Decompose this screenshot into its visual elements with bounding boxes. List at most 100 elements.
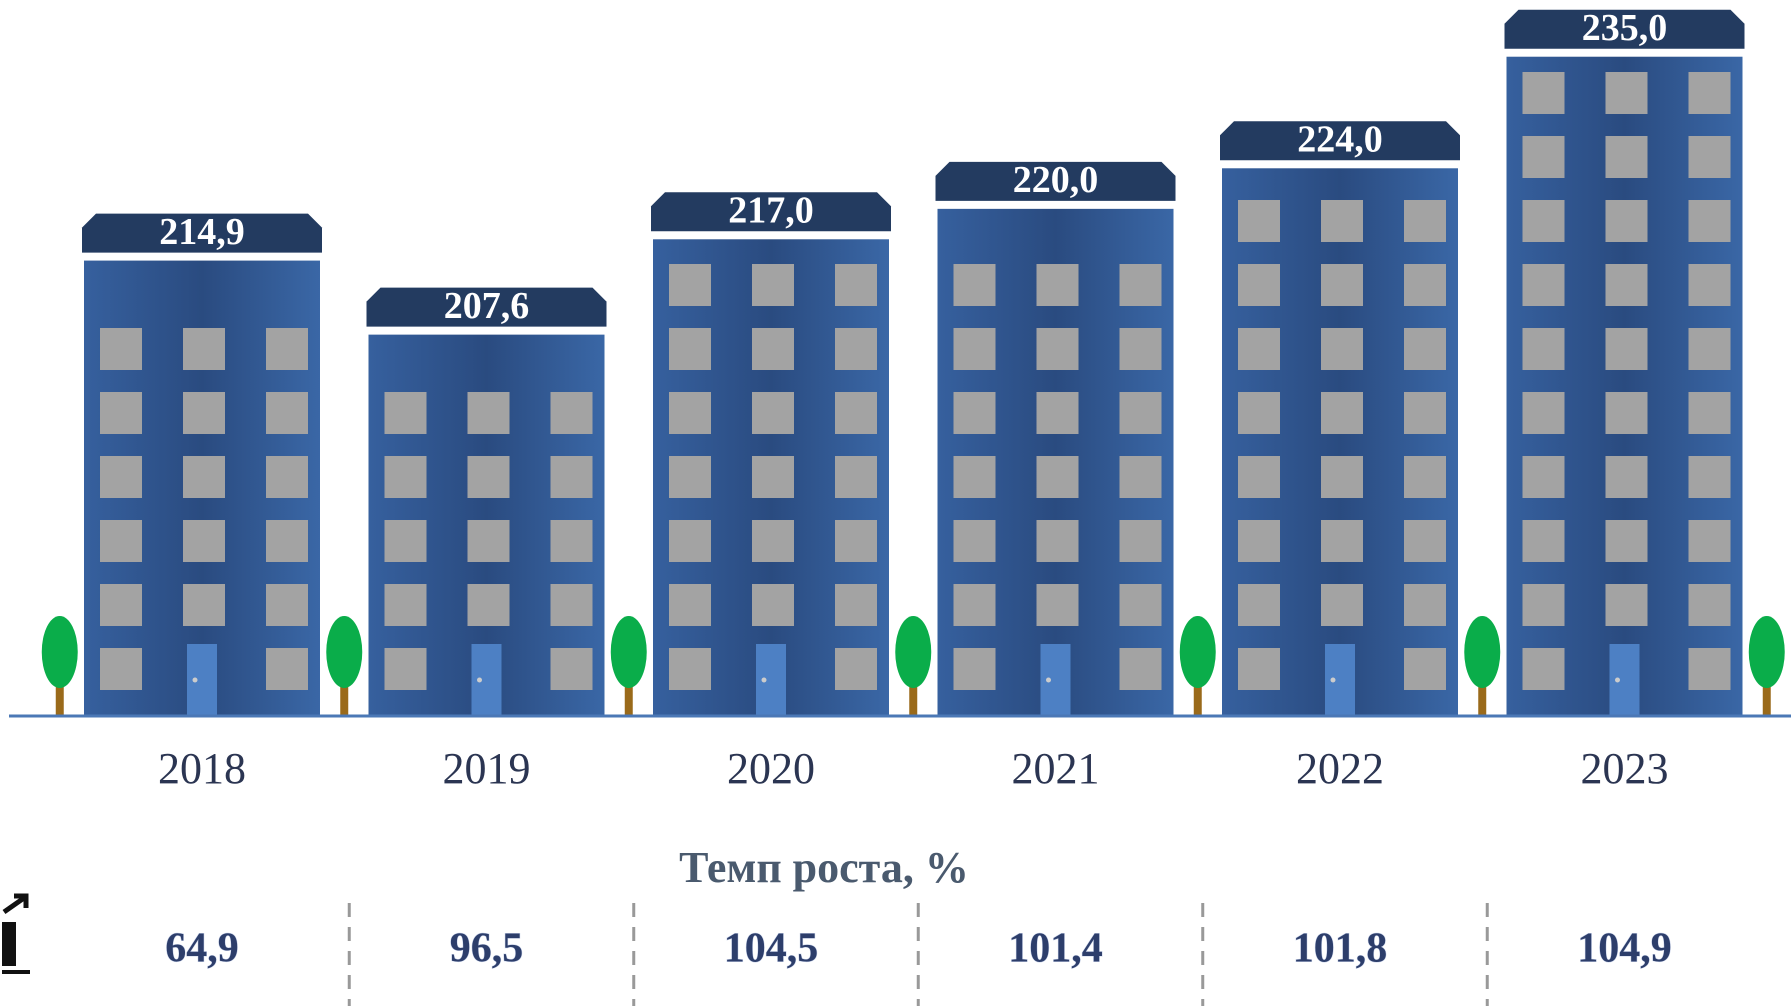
growth-value: 104,5 — [724, 926, 819, 972]
window — [1404, 200, 1446, 242]
window — [266, 584, 308, 626]
window — [1119, 648, 1162, 690]
window — [1522, 584, 1565, 626]
window — [752, 392, 794, 434]
window — [953, 392, 996, 434]
value-label: 224,0 — [1297, 119, 1383, 161]
window — [1404, 456, 1446, 498]
window — [100, 648, 142, 690]
door-knob — [761, 677, 767, 683]
window — [550, 584, 593, 626]
value-label: 214,9 — [159, 211, 245, 253]
window — [752, 264, 794, 306]
window — [266, 520, 308, 562]
window — [183, 392, 225, 434]
window — [1321, 584, 1363, 626]
window — [1522, 200, 1565, 242]
window — [1522, 392, 1565, 434]
window — [266, 392, 308, 434]
window — [1036, 328, 1079, 370]
window — [1036, 584, 1079, 626]
tree-crown — [1748, 616, 1785, 688]
window — [953, 264, 996, 306]
door — [471, 644, 502, 716]
window — [1321, 328, 1363, 370]
window — [1119, 520, 1162, 562]
tree-crown — [326, 616, 363, 688]
window — [1605, 328, 1648, 370]
door-knob — [477, 677, 482, 683]
value-label: 235,0 — [1582, 7, 1668, 49]
window — [1522, 328, 1565, 370]
window — [953, 456, 996, 498]
window — [183, 456, 225, 498]
roof — [651, 192, 891, 232]
window — [1238, 200, 1280, 242]
window — [1321, 520, 1363, 562]
window — [550, 520, 593, 562]
tree-crown — [610, 616, 647, 688]
window — [752, 456, 794, 498]
window — [1321, 200, 1363, 242]
window — [1605, 392, 1648, 434]
window — [384, 648, 427, 690]
window — [1605, 200, 1648, 242]
window — [1605, 520, 1648, 562]
window — [1688, 136, 1731, 178]
window — [1522, 72, 1565, 114]
tree-trunk — [1193, 680, 1202, 716]
window — [1238, 456, 1280, 498]
window — [550, 392, 593, 434]
tree-crown — [895, 616, 932, 688]
window — [266, 648, 308, 690]
value-label: 217,0 — [728, 190, 814, 232]
tree-trunk — [1478, 680, 1487, 716]
roof — [935, 161, 1176, 201]
window — [100, 520, 142, 562]
window — [1238, 648, 1280, 690]
building: 207,6 — [366, 285, 607, 716]
window — [669, 648, 711, 690]
window — [1605, 456, 1648, 498]
window — [1404, 648, 1446, 690]
window — [384, 520, 427, 562]
window — [669, 584, 711, 626]
window — [1321, 392, 1363, 434]
x-tick-label: 2019 — [443, 744, 531, 793]
window — [752, 520, 794, 562]
value-label: 207,6 — [444, 285, 530, 327]
window — [550, 648, 593, 690]
window — [1119, 264, 1162, 306]
window — [467, 392, 510, 434]
window — [550, 456, 593, 498]
window — [1605, 264, 1648, 306]
window — [1688, 584, 1731, 626]
roof — [1220, 121, 1460, 161]
window — [183, 520, 225, 562]
building: 217,0 — [651, 190, 891, 717]
window — [1321, 456, 1363, 498]
window — [1688, 264, 1731, 306]
window — [1605, 72, 1648, 114]
window — [1404, 520, 1446, 562]
window — [1036, 456, 1079, 498]
tree-trunk — [1762, 680, 1771, 716]
window — [1238, 392, 1280, 434]
window — [1036, 520, 1079, 562]
window — [1522, 520, 1565, 562]
window — [1522, 648, 1565, 690]
window — [953, 584, 996, 626]
tree-crown — [41, 616, 78, 688]
roof — [366, 287, 607, 327]
window — [100, 392, 142, 434]
x-tick-label: 2023 — [1581, 744, 1669, 793]
window — [1238, 264, 1280, 306]
roof — [1504, 9, 1745, 49]
growth-value: 101,4 — [1008, 926, 1103, 972]
window — [1522, 456, 1565, 498]
window — [1119, 328, 1162, 370]
tree-trunk — [55, 680, 64, 716]
window — [1036, 392, 1079, 434]
window — [183, 584, 225, 626]
